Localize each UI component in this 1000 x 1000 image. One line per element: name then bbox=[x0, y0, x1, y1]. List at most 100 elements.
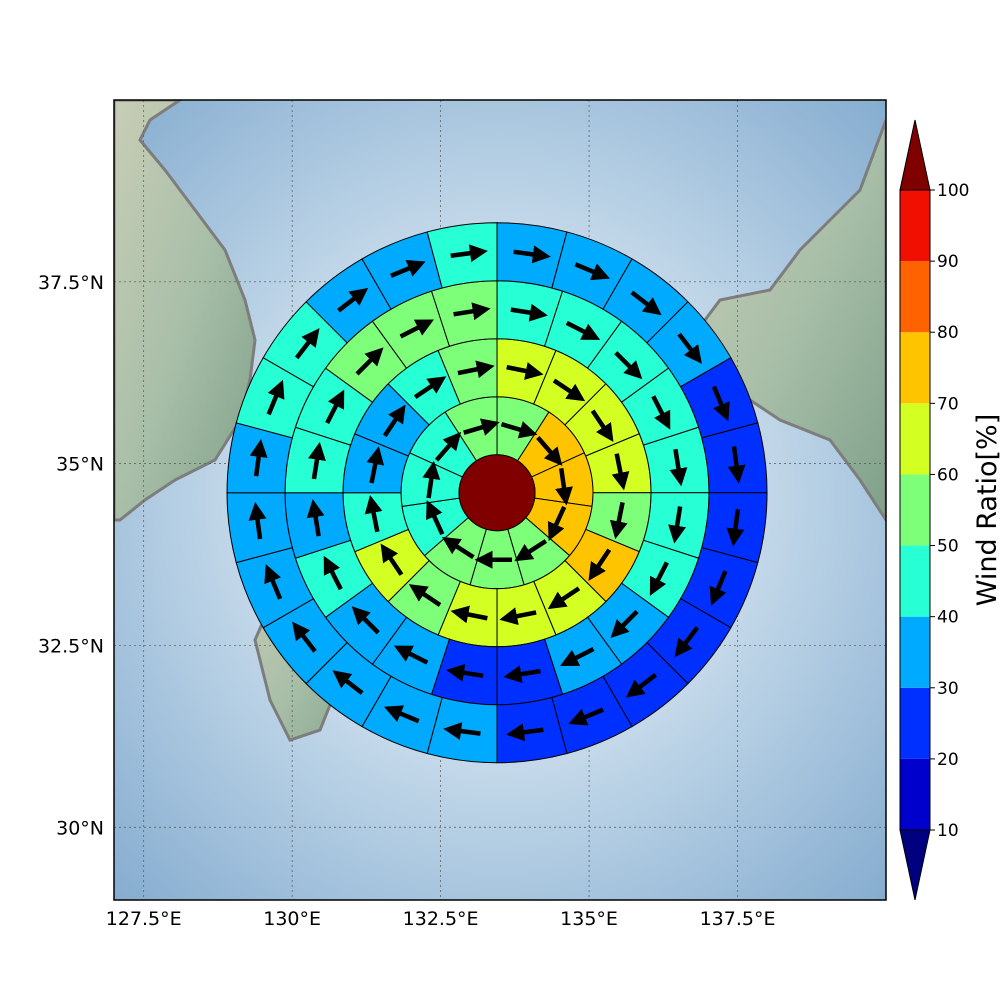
x-tick-label: 130°E bbox=[263, 908, 321, 930]
x-tick-label: 127.5°E bbox=[106, 908, 182, 930]
y-tick-label: 37.5°N bbox=[38, 272, 104, 294]
wind-arrow bbox=[565, 320, 601, 340]
wind-arrow bbox=[506, 723, 544, 742]
wind-arrow bbox=[308, 441, 326, 480]
wind-arrow bbox=[552, 378, 586, 402]
wind-arrow bbox=[510, 303, 548, 322]
wind-arrow bbox=[499, 607, 537, 626]
wind-arrow bbox=[503, 665, 541, 684]
map-frame bbox=[113, 99, 887, 901]
colorbar-segment bbox=[900, 687, 930, 759]
wind-arrow bbox=[446, 663, 484, 682]
wind-arrow bbox=[568, 707, 604, 726]
wind-arrow bbox=[266, 379, 285, 416]
wind-arrow bbox=[264, 564, 283, 600]
wind-arrow bbox=[390, 260, 426, 278]
wind-arrow bbox=[292, 621, 317, 653]
wind-arrow bbox=[726, 509, 745, 547]
colorbar-segment bbox=[900, 545, 930, 617]
colorbar-segment bbox=[900, 403, 930, 475]
wind-arrow bbox=[610, 609, 639, 639]
wind-arrows bbox=[248, 244, 746, 742]
wind-arrow bbox=[514, 539, 548, 562]
wind-arrow bbox=[294, 328, 320, 360]
colorbar-tick-label: 40 bbox=[937, 608, 959, 628]
wind-arrow bbox=[513, 245, 551, 264]
wind-arrow bbox=[625, 673, 658, 698]
wind-arrow bbox=[651, 395, 671, 430]
wind-arrow bbox=[463, 418, 500, 436]
x-axis-ticks: 127.5°E 130°E 132.5°E 135°E 137.5°E bbox=[106, 908, 776, 930]
wind-arrow bbox=[399, 319, 434, 339]
wind-arrow bbox=[366, 446, 385, 484]
center-cell bbox=[458, 454, 536, 532]
wind-arrow bbox=[422, 460, 441, 499]
colorbar-tick-label: 10 bbox=[937, 821, 959, 841]
wind-arrow bbox=[574, 262, 611, 281]
wind-arrow bbox=[426, 500, 445, 536]
wind-arrow bbox=[332, 670, 364, 695]
wind-arrow bbox=[248, 501, 267, 540]
colorbar-segment bbox=[900, 474, 930, 546]
wind-arrow bbox=[337, 287, 369, 313]
colorbar-tick-label: 30 bbox=[937, 679, 959, 699]
wind-arrow bbox=[355, 347, 384, 376]
x-tick-label: 137.5°E bbox=[700, 908, 776, 930]
wind-arrow bbox=[674, 626, 700, 658]
x-tick-label: 135°E bbox=[560, 908, 618, 930]
colorbar-segment bbox=[900, 616, 930, 688]
wind-arrow bbox=[441, 536, 475, 560]
wind-arrow bbox=[457, 360, 495, 379]
y-axis-ticks: 30°N 32.5°N 35°N 37.5°N bbox=[38, 272, 104, 839]
wind-arrow bbox=[547, 586, 581, 610]
wind-arrow bbox=[609, 501, 628, 540]
x-tick-label: 132.5°E bbox=[403, 908, 479, 930]
wind-arrow bbox=[393, 645, 429, 665]
y-tick-label: 32.5°N bbox=[38, 635, 104, 657]
colorbar-tick-label: 20 bbox=[937, 750, 959, 770]
wind-arrow bbox=[364, 495, 383, 533]
wind-arrow bbox=[380, 543, 404, 576]
colorbar-title: Wind Ratio[%] bbox=[972, 414, 1000, 606]
y-tick-label: 35°N bbox=[56, 454, 104, 476]
wind-arrow bbox=[306, 499, 325, 537]
colorbar-tick-label: 80 bbox=[937, 323, 959, 343]
colorbar-tick-label: 50 bbox=[937, 537, 959, 557]
wind-arrow bbox=[669, 448, 688, 487]
wind-arrow bbox=[709, 570, 728, 606]
colorbar-segment bbox=[900, 332, 930, 404]
wind-ratio-sectors bbox=[226, 222, 768, 764]
wind-arrow bbox=[536, 436, 563, 466]
wind-arrow bbox=[555, 468, 573, 506]
wind-arrow bbox=[711, 385, 730, 422]
colorbar-frame bbox=[899, 189, 931, 831]
wind-arrow bbox=[649, 561, 669, 596]
colorbar: 10 20 30 40 50 60 70 80 90 100 Wind Ratio[%] bbox=[899, 119, 1000, 901]
colorbar-tick-label: 100 bbox=[937, 181, 969, 201]
wind-arrow bbox=[450, 605, 488, 624]
wind-arrow bbox=[408, 584, 442, 607]
wind-arrow bbox=[506, 362, 544, 380]
wind-arrow bbox=[630, 290, 662, 316]
wind-arrow bbox=[500, 421, 538, 439]
wind-arrow bbox=[384, 705, 420, 724]
wind-arrow bbox=[453, 302, 491, 321]
wind-arrow bbox=[382, 404, 406, 438]
wind-arrow bbox=[668, 506, 686, 544]
wind-arrow bbox=[413, 376, 447, 399]
wind-arrow bbox=[677, 332, 702, 364]
wind-arrow bbox=[590, 409, 614, 442]
wind-arrow bbox=[727, 446, 746, 484]
wind-arrow bbox=[611, 453, 630, 491]
wind-arrow bbox=[560, 646, 595, 666]
colorbar-segment bbox=[900, 758, 930, 830]
wind-arrow bbox=[588, 548, 612, 581]
colorbar-tick-label: 60 bbox=[937, 465, 959, 485]
wind-arrow bbox=[323, 555, 343, 591]
wind-arrow bbox=[434, 431, 462, 462]
y-tick-label: 30°N bbox=[56, 817, 104, 839]
colorbar-tick-label: 90 bbox=[937, 252, 959, 272]
wind-arrow bbox=[614, 351, 643, 380]
colorbar-segment bbox=[900, 190, 930, 262]
colorbar-extend-max bbox=[899, 119, 931, 191]
